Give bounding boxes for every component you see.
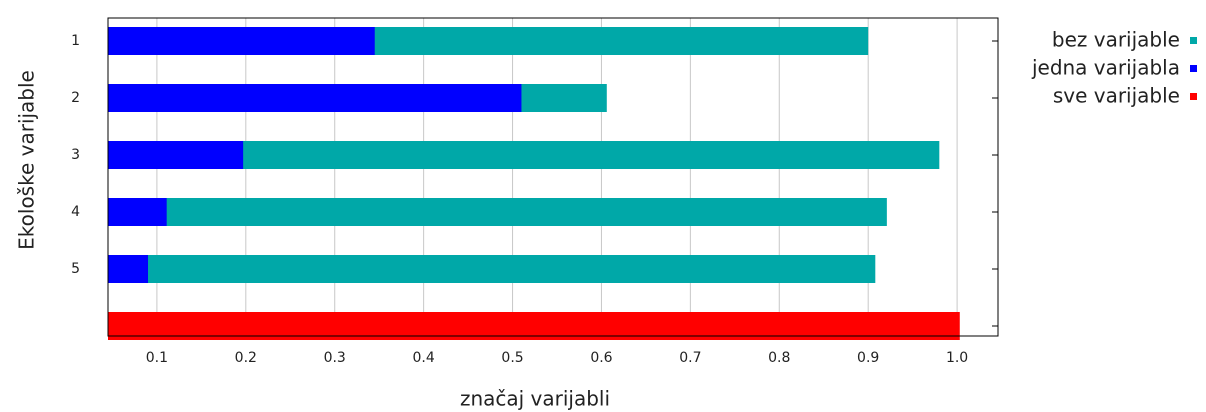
y-tick-label: 4 — [71, 204, 80, 220]
bar — [108, 141, 940, 169]
legend-label: bez varijable — [1052, 28, 1180, 52]
x-tick-label: 0.9 — [857, 350, 879, 366]
bar — [108, 84, 522, 112]
x-tick-label: 0.3 — [324, 350, 346, 366]
x-tick-label: 0.2 — [235, 350, 257, 366]
legend-label: jedna varijabla — [1031, 56, 1180, 80]
x-tick-label: 1.0 — [946, 350, 968, 366]
x-axis-title: značaj varijabli — [460, 387, 610, 411]
y-axis-title: Ekološke varijable — [15, 70, 39, 250]
legend-swatch — [1190, 37, 1197, 44]
y-tick-label: 2 — [71, 90, 80, 106]
legend-swatch — [1190, 93, 1197, 100]
bar — [108, 198, 167, 226]
x-tick-label: 0.8 — [768, 350, 790, 366]
x-tick-label: 0.6 — [590, 350, 612, 366]
x-tick-label: 0.7 — [679, 350, 701, 366]
x-tick-label: 0.1 — [146, 350, 168, 366]
legend-swatch — [1190, 65, 1197, 72]
bar — [108, 255, 149, 283]
y-tick-label: 3 — [71, 147, 80, 163]
x-tick-label: 0.5 — [501, 350, 523, 366]
x-tick-label: 0.4 — [413, 350, 435, 366]
bar — [108, 198, 887, 226]
y-tick-label: 5 — [71, 261, 80, 277]
legend-label: sve varijable — [1053, 84, 1180, 108]
y-tick-label: 1 — [71, 33, 80, 49]
bar — [108, 312, 960, 340]
bar — [108, 255, 876, 283]
bar — [108, 141, 244, 169]
plot-frame — [107, 17, 999, 337]
bar — [108, 27, 375, 55]
